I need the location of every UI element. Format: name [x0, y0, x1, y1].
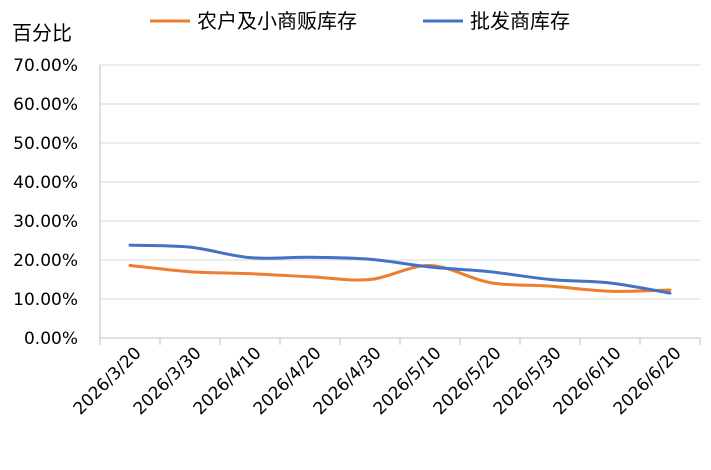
y-tick-label: 0.00% [24, 329, 78, 349]
grid [100, 64, 700, 300]
y-tick-label: 20.00% [13, 251, 78, 271]
legend-label-1: 农户及小商贩库存 [197, 9, 357, 33]
y-tick-label: 40.00% [13, 173, 78, 193]
y-axis-label: 百分比 [12, 21, 72, 45]
y-tick-label: 70.00% [13, 56, 78, 76]
y-tick-label: 30.00% [13, 212, 78, 232]
series-lines [128, 243, 672, 295]
y-tick-label: 60.00% [13, 95, 78, 115]
y-tick-label: 10.00% [13, 290, 78, 310]
x-axis: 2026/3/202026/3/302026/4/102026/4/202026… [70, 65, 701, 419]
series-line-2 [128, 243, 672, 295]
legend: 农户及小商贩库存 批发商库存 [150, 9, 570, 33]
legend-label-2: 批发商库存 [470, 9, 570, 33]
series-line-1 [128, 263, 672, 293]
y-tick-labels: 0.00% 10.00% 20.00% 30.00% 40.00% 50.00% 60.00… [13, 56, 78, 349]
y-tick-label: 50.00% [13, 134, 78, 154]
